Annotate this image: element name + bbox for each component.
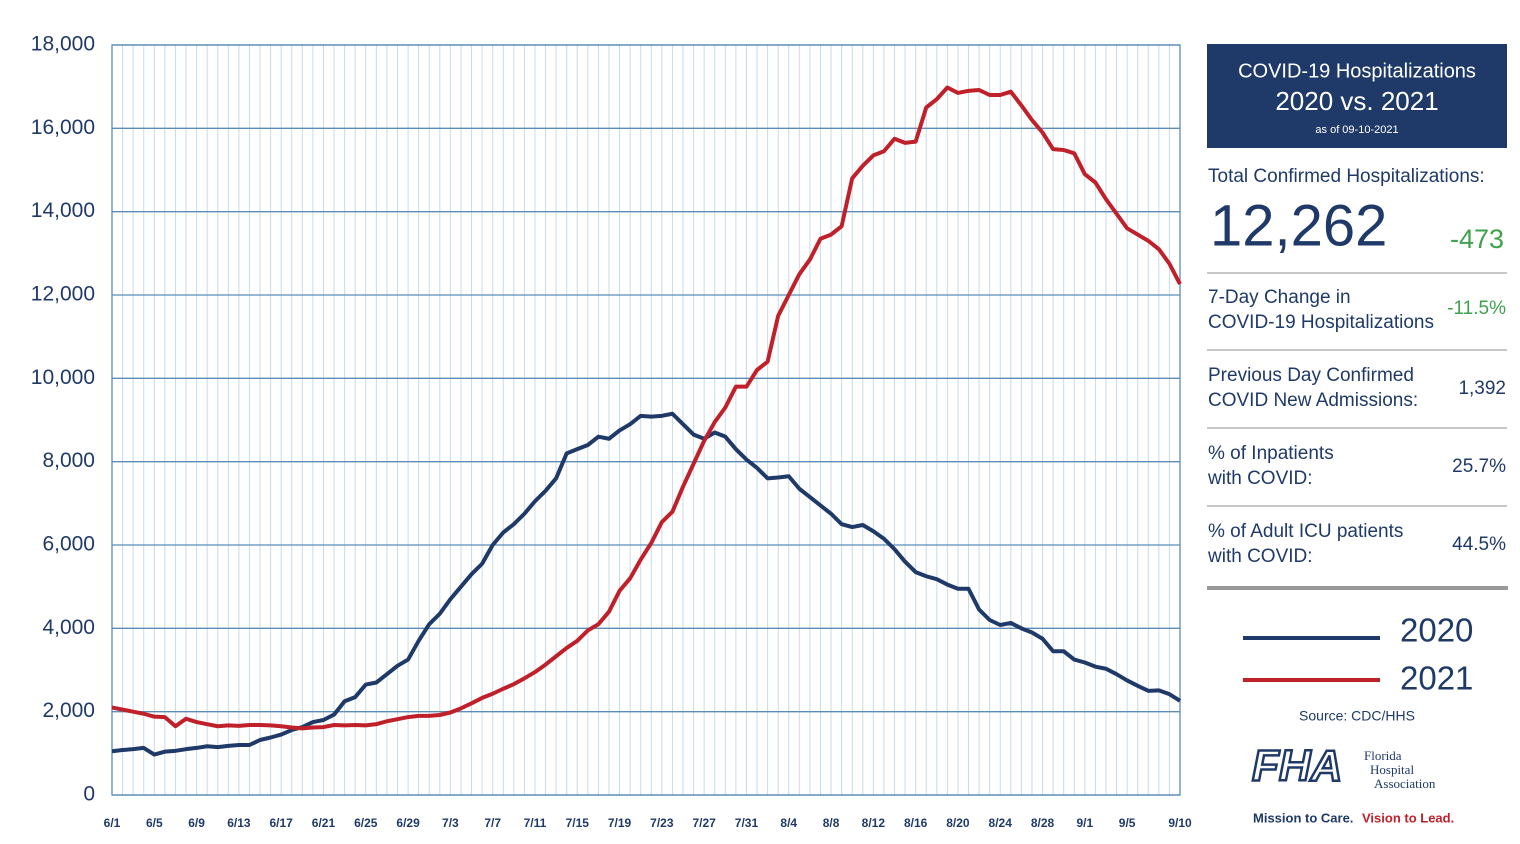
y-tick-label: 10,000 bbox=[31, 366, 95, 389]
legend-label: 2021 bbox=[1400, 660, 1473, 697]
logo-name: Florida bbox=[1364, 748, 1402, 763]
x-tick-label: 9/5 bbox=[1119, 816, 1136, 830]
x-tick-label: 7/23 bbox=[650, 816, 674, 830]
x-tick-label: 7/31 bbox=[735, 816, 759, 830]
logo-name: Association bbox=[1374, 776, 1436, 791]
x-tick-label: 6/21 bbox=[312, 816, 336, 830]
x-tick-label: 6/1 bbox=[104, 816, 121, 830]
y-tick-label: 0 bbox=[83, 783, 95, 806]
total-label: Total Confirmed Hospitalizations: bbox=[1208, 166, 1485, 187]
y-tick-label: 18,000 bbox=[31, 33, 95, 56]
x-tick-label: 8/8 bbox=[823, 816, 840, 830]
y-tick-label: 14,000 bbox=[31, 199, 95, 222]
stat-label: % of Inpatients bbox=[1208, 443, 1334, 464]
stats: 7-Day Change in COVID-19 Hospitalizations… bbox=[1207, 287, 1507, 567]
panel-title: COVID-19 Hospitalizations bbox=[1238, 60, 1476, 82]
x-tick-label: 9/10 bbox=[1168, 816, 1192, 830]
stat-label: COVID-19 Hospitalizations bbox=[1208, 312, 1434, 333]
x-tick-label: 8/24 bbox=[989, 816, 1013, 830]
stat-value: 1,392 bbox=[1458, 378, 1506, 399]
x-tick-label: 6/25 bbox=[354, 816, 378, 830]
legend-label: 2020 bbox=[1400, 612, 1473, 649]
stat-label: COVID New Admissions: bbox=[1208, 390, 1418, 411]
y-tick-label: 2,000 bbox=[42, 699, 95, 722]
x-tick-label: 6/17 bbox=[270, 816, 294, 830]
stat-value: -11.5% bbox=[1447, 298, 1506, 319]
logo-name: Hospital bbox=[1370, 762, 1414, 777]
x-tick-label: 8/28 bbox=[1031, 816, 1055, 830]
x-tick-label: 6/13 bbox=[227, 816, 251, 830]
stat-value: 44.5% bbox=[1452, 534, 1506, 555]
x-tick-label: 6/9 bbox=[188, 816, 205, 830]
x-tick-label: 6/5 bbox=[146, 816, 163, 830]
x-tick-label: 9/1 bbox=[1076, 816, 1093, 830]
x-tick-label: 8/16 bbox=[904, 816, 928, 830]
y-tick-label: 8,000 bbox=[42, 449, 95, 472]
total-change: -473 bbox=[1450, 224, 1504, 254]
series-line bbox=[111, 85, 1182, 731]
stat-label: % of Adult ICU patients bbox=[1208, 521, 1403, 542]
y-tick-label: 4,000 bbox=[42, 616, 95, 639]
x-tick-label: 7/15 bbox=[566, 816, 590, 830]
x-tick-label: 7/11 bbox=[524, 816, 547, 830]
stat-value: 25.7% bbox=[1452, 456, 1506, 477]
x-tick-label: 8/4 bbox=[780, 816, 797, 830]
logo-mark: FHA bbox=[1252, 742, 1342, 791]
tagline: Vision to Lead. bbox=[1362, 810, 1454, 825]
y-tick-label: 6,000 bbox=[42, 533, 95, 556]
panel-as-of: as of 09-10-2021 bbox=[1315, 124, 1398, 136]
x-tick-label: 7/19 bbox=[608, 816, 632, 830]
stat-label: with COVID: bbox=[1207, 546, 1313, 567]
x-tick-label: 6/29 bbox=[396, 816, 420, 830]
source: Source: CDC/HHS bbox=[1299, 708, 1415, 724]
y-tick-label: 16,000 bbox=[31, 116, 95, 139]
x-tick-label: 7/3 bbox=[442, 816, 459, 830]
y-tick-label: 12,000 bbox=[31, 283, 95, 306]
plot-border bbox=[111, 44, 1181, 796]
panel-header-box bbox=[1207, 44, 1507, 148]
x-tick-label: 7/27 bbox=[692, 816, 716, 830]
total-value: 12,262 bbox=[1210, 193, 1387, 258]
x-tick-label: 7/7 bbox=[484, 816, 501, 830]
series-line bbox=[111, 411, 1182, 757]
panel-subtitle: 2020 vs. 2021 bbox=[1275, 86, 1438, 116]
stat-label: Previous Day Confirmed bbox=[1208, 365, 1414, 386]
x-tick-label: 8/20 bbox=[946, 816, 970, 830]
stat-label: with COVID: bbox=[1207, 468, 1313, 489]
x-tick-label: 8/12 bbox=[862, 816, 886, 830]
stat-label: 7-Day Change in bbox=[1208, 287, 1351, 308]
tagline: Mission to Care. bbox=[1253, 810, 1353, 825]
